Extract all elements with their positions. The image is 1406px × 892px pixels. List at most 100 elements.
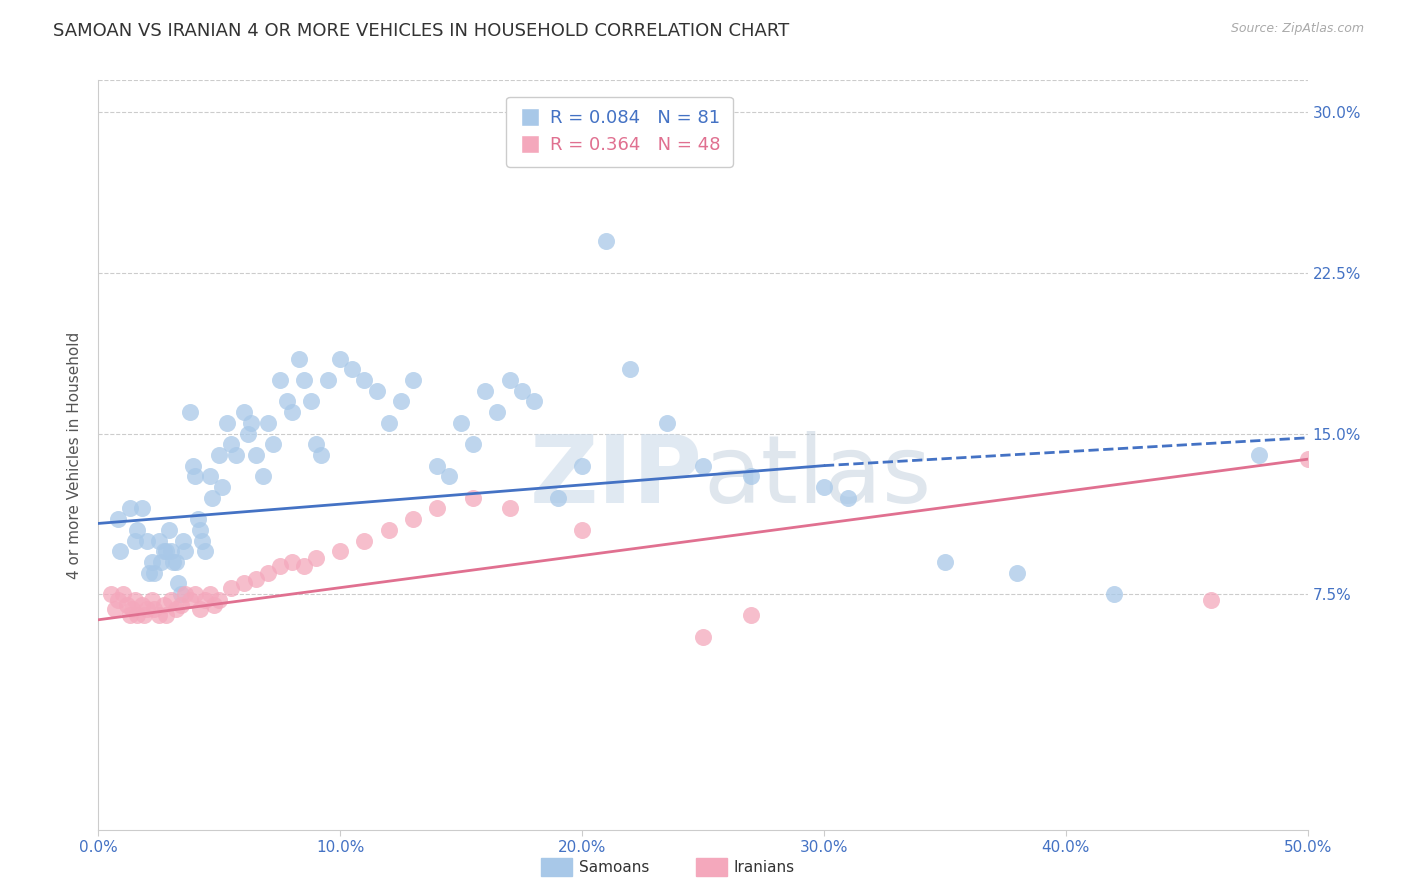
Point [143,566,166,580]
Point [474,384,496,398]
Point [135,533,157,548]
Point [138,566,160,580]
Point [194,593,217,607]
Point [191,533,214,548]
Point [299,394,322,409]
Point [188,602,211,616]
Point [239,416,262,430]
Point [100,587,122,601]
Point [305,437,328,451]
Point [813,480,835,494]
Point [188,523,211,537]
Point [692,458,714,473]
Point [179,593,201,607]
Point [426,458,449,473]
Point [692,630,714,644]
Point [619,362,641,376]
Point [305,550,328,565]
Point [194,544,217,558]
Point [292,559,315,574]
Point [232,576,254,591]
Point [118,501,141,516]
Point [131,598,153,612]
Point [148,608,170,623]
Point [276,394,298,409]
Point [232,405,254,419]
Point [187,512,209,526]
Point [353,373,375,387]
Point [124,533,146,548]
Point [342,362,364,376]
Point [162,555,184,569]
Point [134,608,156,623]
Point [1102,587,1125,601]
Point [198,587,221,601]
Legend: R = 0.084   N = 81, R = 0.364   N = 48: R = 0.084 N = 81, R = 0.364 N = 48 [506,97,733,167]
Point [510,384,533,398]
Point [165,555,187,569]
Point [1249,448,1271,462]
Point [437,469,460,483]
Point [155,608,177,623]
Point [547,491,569,505]
Point [107,512,129,526]
Point [1007,566,1029,580]
Point [281,405,304,419]
Point [402,512,425,526]
Point [252,469,274,483]
Point [169,598,191,612]
Point [1199,593,1222,607]
Point [165,602,187,616]
Point [655,416,678,430]
Point [269,559,291,574]
Point [208,593,231,607]
Point [141,555,163,569]
Y-axis label: 4 or more Vehicles in Household: 4 or more Vehicles in Household [67,331,83,579]
Point [934,555,956,569]
Point [174,587,197,601]
Point [426,501,449,516]
Text: Samoans: Samoans [579,861,650,875]
Point [288,351,311,366]
Point [463,437,485,451]
Point [160,544,183,558]
Point [292,373,315,387]
Point [108,544,131,558]
Point [221,437,243,451]
Point [181,458,204,473]
Point [450,416,472,430]
Point [498,373,520,387]
Point [329,351,352,366]
Point [143,602,166,616]
Point [256,416,278,430]
Point [245,448,267,462]
Text: ZIP: ZIP [530,432,703,524]
Point [225,448,247,462]
Point [204,598,226,612]
Point [124,593,146,607]
Point [148,533,170,548]
Point [118,608,141,623]
Point [184,469,207,483]
Point [150,555,173,569]
Point [221,581,243,595]
Point [316,373,339,387]
Point [523,394,546,409]
Point [208,448,231,462]
Point [740,469,762,483]
Point [281,555,304,569]
Point [198,469,221,483]
Point [152,598,174,612]
Point [131,501,153,516]
Point [211,480,233,494]
Point [353,533,375,548]
Point [121,602,143,616]
Point [169,587,191,601]
Point [463,491,485,505]
Point [215,416,238,430]
Text: Source: ZipAtlas.com: Source: ZipAtlas.com [1230,22,1364,36]
Point [245,572,267,586]
Point [262,437,284,451]
Point [111,587,134,601]
Point [167,576,190,591]
